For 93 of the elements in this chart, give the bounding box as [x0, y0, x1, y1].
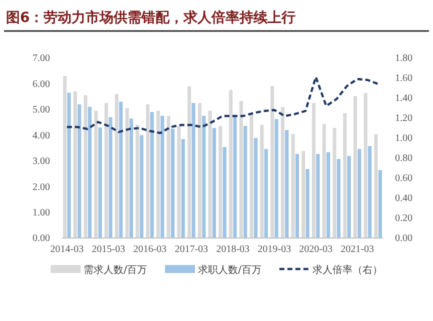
bar [170, 128, 175, 238]
bar [222, 146, 226, 238]
x-tick-label: 2018-03 [216, 244, 250, 255]
line-series [66, 76, 380, 134]
bar [150, 112, 154, 238]
bar [343, 113, 347, 238]
bar [125, 108, 129, 238]
bar [326, 152, 330, 238]
legend-label: 求人倍率（右） [312, 264, 382, 276]
bar [181, 139, 185, 238]
legend-label: 需求人数/百万 [84, 264, 147, 276]
bar [78, 104, 82, 238]
bar [114, 94, 118, 238]
x-tick-label: 2017-03 [174, 244, 208, 255]
bar [280, 107, 284, 238]
bar [368, 146, 372, 238]
bar [291, 134, 295, 238]
bar [73, 91, 77, 238]
bar [285, 130, 289, 238]
y-tick-label: 5.00 [32, 104, 50, 116]
bar [336, 159, 340, 238]
bar [129, 118, 134, 238]
x-tick-label: 2014-03 [50, 244, 84, 255]
bar [302, 151, 306, 238]
bar [353, 96, 358, 238]
y2-tick-label: 0.80 [395, 153, 412, 164]
bar [98, 127, 102, 238]
y2-tick-label: 0.00 [395, 233, 412, 244]
x-tick-label: 2016-03 [133, 244, 167, 255]
bar [198, 103, 202, 238]
bar [177, 126, 181, 238]
chart-title: 图6：劳动力市场供需错配，求人倍率持续上行 [6, 9, 296, 26]
bar [84, 95, 88, 238]
y2-tick-label: 0.60 [395, 173, 412, 184]
bar [364, 92, 368, 238]
bar [358, 149, 362, 238]
y2-tick-label: 1.20 [395, 113, 412, 124]
bar [63, 76, 67, 238]
bar [88, 106, 92, 238]
y-tick-label: 0.00 [32, 233, 50, 244]
bar [264, 149, 268, 238]
x-tick-label: 2015-03 [92, 244, 126, 255]
legend-label: 求职人数/百万 [198, 264, 262, 276]
bar [208, 110, 212, 238]
y2-tick-label: 1.60 [395, 73, 412, 84]
bar [108, 117, 112, 238]
y2-tick-label: 0.20 [395, 213, 412, 224]
y-tick-label: 4.00 [32, 130, 50, 142]
bar [67, 92, 71, 238]
bar [250, 113, 254, 238]
bar [233, 116, 237, 238]
bar [332, 128, 336, 238]
bar [218, 126, 222, 238]
bar [166, 116, 170, 238]
bar [260, 124, 264, 238]
bar [136, 124, 140, 238]
bar [270, 86, 274, 238]
y-tick-label: 3.00 [32, 156, 50, 168]
y-tick-label: 7.00 [32, 53, 50, 64]
x-tick-label: 2020-03 [299, 244, 333, 255]
bar [104, 103, 108, 238]
y2-tick-label: 1.80 [395, 53, 412, 64]
bar [202, 116, 206, 238]
bar [312, 103, 316, 238]
x-tick-label: 2019-03 [258, 244, 292, 255]
bar [94, 110, 98, 238]
x-tick-label: 2021-03 [340, 244, 374, 255]
bar [156, 110, 160, 238]
bar [306, 169, 310, 238]
bar [322, 124, 326, 238]
bar [316, 154, 320, 238]
y-tick-label: 2.00 [32, 182, 50, 193]
y-tick-label: 1.00 [32, 207, 50, 218]
y-tick-label: 6.00 [32, 78, 50, 90]
bar [192, 103, 196, 238]
y2-tick-label: 1.00 [395, 133, 412, 144]
bar [274, 118, 278, 238]
bar [295, 154, 299, 238]
bar [119, 102, 123, 238]
bar [244, 126, 248, 238]
bar [254, 138, 258, 238]
bar [378, 170, 382, 238]
bar [140, 135, 144, 238]
bar [347, 156, 351, 238]
bar [228, 90, 233, 238]
bar [374, 134, 378, 238]
bar [187, 86, 192, 238]
y2-tick-label: 0.40 [395, 193, 412, 204]
bar [160, 116, 164, 238]
y2-tick-label: 1.40 [395, 93, 412, 104]
bar [239, 100, 243, 238]
bar [212, 128, 216, 238]
bar [146, 104, 150, 238]
